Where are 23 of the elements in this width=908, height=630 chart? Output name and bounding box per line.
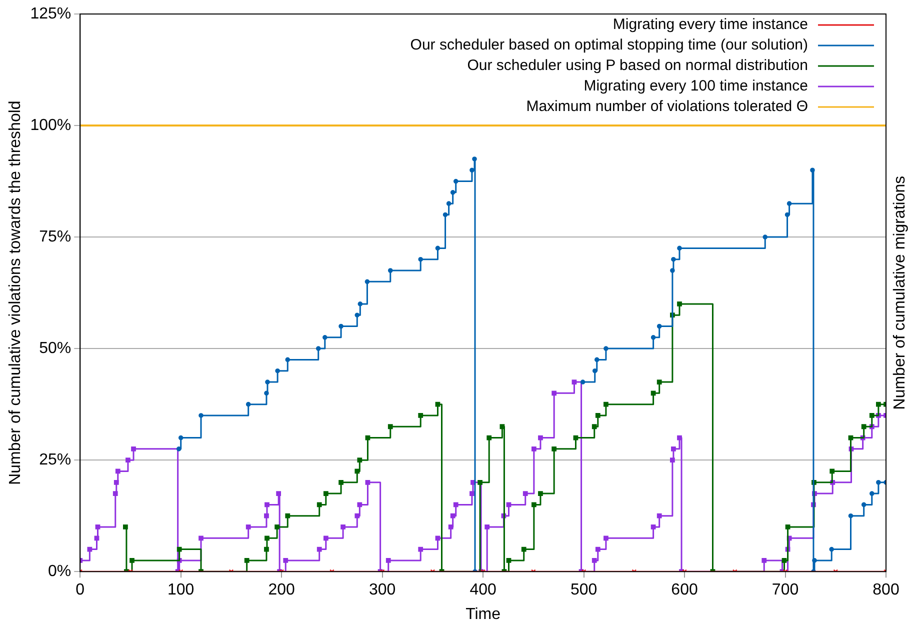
y-tick-label: 125% bbox=[30, 5, 72, 22]
x-axis-title: Time bbox=[466, 606, 501, 623]
x-tick-label: 300 bbox=[368, 582, 396, 599]
y2-axis-title: Number of cumulative migrations bbox=[891, 176, 908, 410]
y-tick-label: 50% bbox=[39, 340, 72, 357]
x-tick-label: 700 bbox=[772, 582, 799, 599]
x-tick-label: 200 bbox=[268, 582, 296, 599]
legend-label: Migrating every 100 time instance bbox=[584, 78, 808, 95]
y-tick-label: 75% bbox=[39, 228, 72, 246]
x-tick-label: 0 bbox=[76, 582, 85, 599]
x-tick-label: 600 bbox=[671, 582, 698, 599]
legend-label: Migrating every time instance bbox=[612, 16, 808, 34]
x-tick-label: 100 bbox=[168, 582, 194, 599]
y-tick-label: 25% bbox=[39, 451, 72, 468]
y-tick-label: 0% bbox=[48, 563, 72, 580]
legend-label: Our scheduler based on optimal stopping time (our solution) bbox=[410, 36, 808, 54]
x-tick-label: 400 bbox=[470, 582, 497, 599]
legend-label: Maximum number of violations tolerated Θ bbox=[526, 98, 808, 116]
x-tick-label: 500 bbox=[570, 582, 598, 599]
y-axis-title: Number of cumulative violations towards the threshold bbox=[7, 100, 24, 485]
legend-label: Our scheduler using P based on normal distribution bbox=[467, 57, 808, 74]
x-tick-label: 800 bbox=[872, 582, 900, 599]
y-tick-label: 100% bbox=[30, 116, 72, 134]
